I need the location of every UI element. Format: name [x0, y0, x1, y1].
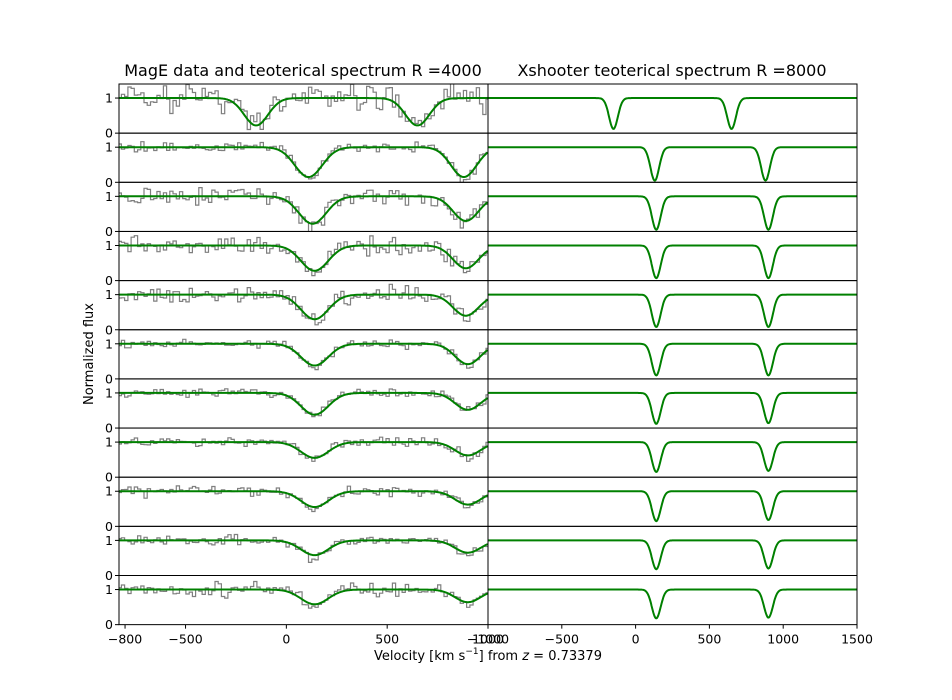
right-column-title: Xshooter teoterical spectrum R =8000 [517, 61, 826, 80]
model-spectrum-line [488, 146, 857, 182]
data-spectrum-line [119, 84, 488, 131]
x-tick-label: 0 [282, 632, 290, 647]
y-tick-label: 0 [105, 175, 113, 190]
model-spectrum-line [119, 490, 488, 508]
y-tick-label: 1 [105, 287, 113, 302]
y-tick-label: 0 [105, 470, 113, 485]
model-spectrum-line [119, 195, 488, 225]
model-spectrum-line [488, 490, 857, 523]
y-tick-label: 0 [105, 617, 113, 632]
panel-mage-11: 01 [105, 575, 489, 632]
y-tick-label: 0 [105, 421, 113, 436]
y-tick-label: 1 [105, 435, 113, 450]
data-spectrum-line [119, 235, 488, 277]
x-tick-label: 500 [697, 632, 721, 647]
y-tick-label: 0 [105, 568, 113, 583]
x-tick-label: 1000 [472, 632, 504, 647]
x-tick-label: −800 [108, 632, 142, 647]
y-tick-label: 0 [105, 519, 113, 534]
y-tick-label: 0 [105, 322, 113, 337]
x-tick-label: −500 [545, 632, 579, 647]
model-spectrum-line [119, 342, 488, 367]
model-spectrum-line [488, 391, 857, 425]
y-tick-label: 1 [105, 385, 113, 400]
model-spectrum-line [488, 441, 857, 473]
panel-xshooter-11 [487, 575, 858, 626]
y-tick-label: 1 [105, 582, 113, 597]
x-tick-label: 0 [632, 632, 640, 647]
y-axis-label: Normalized flux [82, 303, 97, 405]
model-spectrum-line [119, 146, 488, 178]
model-spectrum-line [119, 244, 488, 272]
y-tick-label: 1 [105, 140, 113, 155]
panel-frame [487, 575, 858, 626]
y-tick-label: 0 [105, 126, 113, 141]
y-tick-label: 0 [105, 371, 113, 386]
x-tick-label: 1000 [767, 632, 799, 647]
model-spectrum-line [488, 588, 857, 620]
model-spectrum-line [488, 293, 857, 328]
y-tick-label: 1 [105, 484, 113, 499]
x-tick-label: 1500 [841, 632, 873, 647]
model-spectrum-line [119, 441, 488, 459]
model-spectrum-line [488, 244, 857, 280]
y-tick-label: 1 [105, 189, 113, 204]
x-tick-label: −1000 [467, 632, 509, 647]
x-tick-label: 500 [375, 632, 399, 647]
model-spectrum-line [119, 539, 488, 557]
model-spectrum-line [488, 342, 857, 377]
y-tick-label: 0 [105, 224, 113, 239]
y-tick-label: 1 [105, 533, 113, 548]
left-column-title: MagE data and teoterical spectrum R =400… [124, 61, 482, 80]
model-spectrum-line [119, 588, 488, 606]
x-tick-label: −500 [168, 632, 202, 647]
y-tick-label: 0 [105, 273, 113, 288]
y-tick-label: 1 [105, 336, 113, 351]
model-spectrum-line [488, 97, 857, 130]
y-tick-label: 1 [105, 238, 113, 253]
model-spectrum-line [119, 293, 488, 321]
model-spectrum-line [488, 539, 857, 571]
model-spectrum-line [119, 391, 488, 416]
model-spectrum-line [119, 97, 488, 127]
x-axis-label: Velocity [km s−1] from z = 0.73379 [374, 647, 602, 664]
y-tick-label: 1 [105, 91, 113, 106]
model-spectrum-line [488, 195, 857, 231]
